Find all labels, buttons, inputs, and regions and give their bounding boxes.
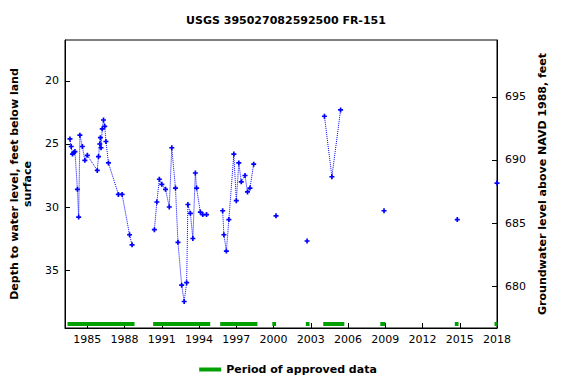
svg-text:1997: 1997 bbox=[222, 333, 250, 346]
svg-text:2018: 2018 bbox=[483, 333, 511, 346]
svg-text:1988: 1988 bbox=[111, 333, 139, 346]
svg-text:30: 30 bbox=[45, 201, 59, 214]
svg-text:685: 685 bbox=[505, 217, 526, 230]
svg-text:2009: 2009 bbox=[371, 333, 399, 346]
svg-text:25: 25 bbox=[45, 137, 59, 150]
svg-text:680: 680 bbox=[505, 280, 526, 293]
svg-text:Groundwater level above NAVD 1: Groundwater level above NAVD 1988, feet bbox=[536, 53, 549, 315]
svg-text:surface: surface bbox=[21, 161, 34, 207]
svg-text:2012: 2012 bbox=[409, 333, 437, 346]
svg-text:Period of approved data: Period of approved data bbox=[226, 363, 377, 376]
svg-text:2000: 2000 bbox=[260, 333, 288, 346]
svg-text:1994: 1994 bbox=[185, 333, 213, 346]
svg-text:695: 695 bbox=[505, 90, 526, 103]
svg-text:20: 20 bbox=[45, 74, 59, 87]
svg-text:2006: 2006 bbox=[334, 333, 362, 346]
svg-text:USGS 395027082592500 FR-151: USGS 395027082592500 FR-151 bbox=[186, 14, 386, 27]
svg-text:1985: 1985 bbox=[73, 333, 101, 346]
svg-text:690: 690 bbox=[505, 153, 526, 166]
svg-text:2015: 2015 bbox=[446, 333, 474, 346]
svg-text:Depth to water level, feet bel: Depth to water level, feet below land bbox=[8, 68, 21, 300]
svg-text:2003: 2003 bbox=[297, 333, 325, 346]
svg-text:35: 35 bbox=[45, 264, 59, 277]
svg-text:1991: 1991 bbox=[148, 333, 176, 346]
